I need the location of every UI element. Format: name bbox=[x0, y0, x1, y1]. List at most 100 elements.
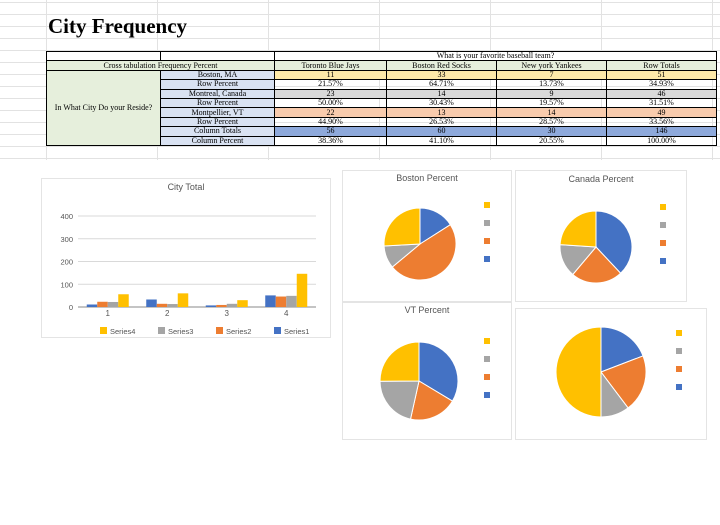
pie-slice[interactable] bbox=[595, 210, 633, 274]
pie-slice[interactable] bbox=[600, 355, 647, 409]
table-row: Montreal, Canada 23 14 9 46 bbox=[47, 88, 717, 99]
table-cell[interactable]: 14 bbox=[386, 88, 497, 99]
table-cell[interactable]: 14 bbox=[496, 107, 607, 118]
pie-slice[interactable] bbox=[555, 326, 602, 418]
row-label[interactable]: Column Percent bbox=[160, 135, 275, 146]
question-header[interactable]: What is your favorite baseball team? bbox=[274, 50, 717, 62]
table-cell[interactable]: 30.43% bbox=[386, 97, 497, 109]
page-title: City Frequency bbox=[48, 14, 188, 38]
table-cell[interactable]: 44.90% bbox=[274, 116, 387, 128]
bar[interactable] bbox=[216, 304, 227, 307]
table-row: Column Totals 56 60 30 146 bbox=[47, 126, 717, 137]
table-cell[interactable]: 51 bbox=[606, 69, 717, 81]
table-cell[interactable]: 22 bbox=[274, 107, 387, 118]
column-header[interactable]: New york Yankees bbox=[496, 60, 607, 71]
table-cell[interactable]: 34.93% bbox=[606, 79, 717, 90]
table-cell[interactable]: 38.36% bbox=[274, 135, 387, 146]
table-cell[interactable]: 21.57% bbox=[274, 79, 387, 90]
pie-slice[interactable] bbox=[600, 326, 644, 373]
y-tick-label: 400 bbox=[60, 212, 73, 221]
city-total-chart[interactable]: City Total 0 100 200 300 400 1 2 3 4 Series4 Serie… bbox=[41, 178, 331, 338]
table-cell[interactable]: 13.73% bbox=[496, 79, 607, 90]
x-tick-label: 2 bbox=[165, 309, 170, 318]
table-cell[interactable]: 46 bbox=[606, 88, 717, 99]
bar[interactable] bbox=[296, 273, 308, 307]
table-cell[interactable]: 33.56% bbox=[606, 116, 717, 128]
table-cell[interactable]: 50.00% bbox=[274, 97, 387, 109]
legend-swatch bbox=[158, 327, 165, 334]
table-cell[interactable]: 146 bbox=[606, 126, 717, 137]
row-label[interactable]: Row Percent bbox=[160, 116, 275, 128]
bar[interactable] bbox=[177, 293, 189, 307]
row-label[interactable]: Montpellier, VT bbox=[160, 107, 275, 118]
column-header[interactable]: Row Totals bbox=[606, 60, 717, 71]
bar[interactable] bbox=[118, 294, 129, 307]
bar[interactable] bbox=[226, 303, 238, 307]
legend-swatch bbox=[484, 356, 490, 362]
cross-tab-table: What is your favorite baseball team? Cro… bbox=[46, 50, 717, 146]
table-cell[interactable]: 7 bbox=[496, 69, 607, 81]
table-cell[interactable]: 28.57% bbox=[496, 116, 607, 128]
table-cell[interactable]: 60 bbox=[386, 126, 497, 137]
pie-slice[interactable] bbox=[409, 380, 454, 421]
x-tick-label: 1 bbox=[106, 309, 111, 318]
y-tick-label: 0 bbox=[69, 303, 73, 312]
table-cell[interactable]: 13 bbox=[386, 107, 497, 118]
row-label[interactable]: Montreal, Canada bbox=[160, 88, 275, 99]
blank-cell[interactable] bbox=[160, 50, 275, 62]
bar[interactable] bbox=[146, 299, 157, 307]
legend-swatch bbox=[100, 327, 107, 334]
blank-cell[interactable] bbox=[46, 50, 161, 62]
table-cell[interactable]: 30 bbox=[496, 126, 607, 137]
legend-label: Series3 bbox=[168, 327, 193, 336]
row-group-label[interactable]: In What City Do your Reside? bbox=[46, 69, 161, 146]
table-cell[interactable]: 31.51% bbox=[606, 97, 717, 109]
table-cell[interactable]: 49 bbox=[606, 107, 717, 118]
table-cell[interactable]: 11 bbox=[274, 69, 387, 81]
corner-label[interactable]: Cross tabulation Frequency Percent bbox=[46, 60, 275, 71]
bar[interactable] bbox=[167, 304, 178, 307]
legend-swatch bbox=[274, 327, 281, 334]
row-label[interactable]: Column Totals bbox=[160, 126, 275, 137]
canada-percent-chart[interactable]: Canada Percent bbox=[515, 170, 687, 302]
pie-slice[interactable] bbox=[383, 207, 421, 247]
table-cell[interactable]: 26.53% bbox=[386, 116, 497, 128]
bar[interactable] bbox=[205, 305, 217, 307]
column-percent-chart[interactable] bbox=[515, 308, 707, 440]
table-cell[interactable]: 33 bbox=[386, 69, 497, 81]
pie-slice[interactable] bbox=[379, 380, 420, 420]
pie-slice[interactable] bbox=[559, 210, 597, 248]
legend-swatch bbox=[660, 222, 666, 228]
table-cell[interactable]: 20.55% bbox=[496, 135, 607, 146]
pie-slice[interactable] bbox=[391, 223, 457, 281]
table-cell[interactable]: 64.71% bbox=[386, 79, 497, 90]
column-header[interactable]: Boston Red Socks bbox=[386, 60, 497, 71]
bar[interactable] bbox=[107, 301, 119, 307]
table-cell[interactable]: 19.57% bbox=[496, 97, 607, 109]
pie-chart-svg bbox=[559, 204, 666, 284]
table-cell[interactable]: 41.10% bbox=[386, 135, 497, 146]
bar[interactable] bbox=[97, 301, 108, 307]
row-label[interactable]: Row Percent bbox=[160, 79, 275, 90]
bar[interactable] bbox=[86, 304, 98, 307]
y-tick-label: 200 bbox=[60, 258, 73, 267]
bar[interactable] bbox=[237, 300, 248, 307]
legend-label: Series4 bbox=[110, 327, 135, 336]
bar[interactable] bbox=[265, 295, 276, 307]
bar[interactable] bbox=[275, 296, 287, 307]
pie-slice[interactable] bbox=[379, 341, 420, 382]
column-header[interactable]: Toronto Blue Jays bbox=[274, 60, 387, 71]
y-tick-label: 100 bbox=[60, 280, 73, 289]
legend-swatch bbox=[484, 338, 490, 344]
table-cell[interactable]: 56 bbox=[274, 126, 387, 137]
vt-percent-chart[interactable]: VT Percent bbox=[342, 302, 512, 440]
row-label[interactable]: Boston, MA bbox=[160, 69, 275, 81]
row-label[interactable]: Row Percent bbox=[160, 97, 275, 109]
table-cell[interactable]: 100.00% bbox=[606, 135, 717, 146]
boston-percent-chart[interactable]: Boston Percent bbox=[342, 170, 512, 302]
table-cell[interactable]: 9 bbox=[496, 88, 607, 99]
table-cell[interactable]: 23 bbox=[274, 88, 387, 99]
bar[interactable] bbox=[156, 303, 168, 307]
pie-slice[interactable] bbox=[572, 246, 622, 284]
bar[interactable] bbox=[286, 295, 297, 307]
